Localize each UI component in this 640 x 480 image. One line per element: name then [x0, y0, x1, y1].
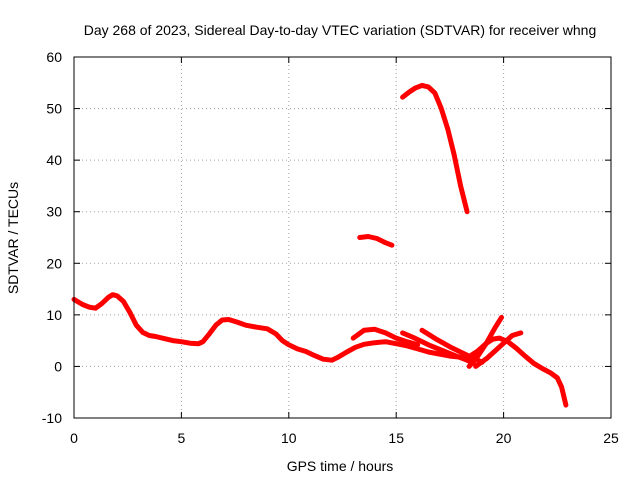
x-tick-label: 20 — [496, 430, 512, 446]
x-tick-label: 5 — [178, 430, 186, 446]
chart-grid — [74, 57, 611, 418]
y-tick-label: 0 — [54, 358, 62, 374]
y-tick-label: 40 — [46, 152, 62, 168]
y-tick-label: 50 — [46, 101, 62, 117]
x-tick-label: 0 — [70, 430, 78, 446]
series-overlap-1 — [350, 326, 421, 348]
chart-ticks — [73, 56, 612, 419]
chart-series — [71, 82, 569, 408]
x-tick-label: 25 — [603, 430, 619, 446]
y-tick-label: -10 — [42, 410, 62, 426]
y-tick-label: 10 — [46, 307, 62, 323]
y-tick-label: 60 — [46, 49, 62, 65]
x-tick-label: 10 — [281, 430, 297, 446]
series-segment-mid — [357, 234, 395, 248]
y-tick-labels: -10 0 10 20 30 40 50 60 — [42, 49, 62, 426]
x-tick-labels: 0 5 10 15 20 25 — [70, 430, 619, 446]
x-tick-label: 15 — [388, 430, 404, 446]
y-axis-label: SDTVAR / TECUs — [5, 182, 21, 294]
y-tick-label: 30 — [46, 204, 62, 220]
series-main-trace — [71, 292, 569, 408]
x-axis-label: GPS time / hours — [287, 458, 394, 474]
plot-frame — [73, 56, 612, 419]
series-rising-1 — [466, 314, 504, 369]
series-rising-2 — [473, 330, 524, 369]
series-arc-high — [400, 82, 470, 215]
chart-title: Day 268 of 2023, Sidereal Day-to-day VTE… — [84, 22, 597, 38]
y-tick-label: 20 — [46, 255, 62, 271]
series-overlap-2 — [400, 330, 476, 366]
